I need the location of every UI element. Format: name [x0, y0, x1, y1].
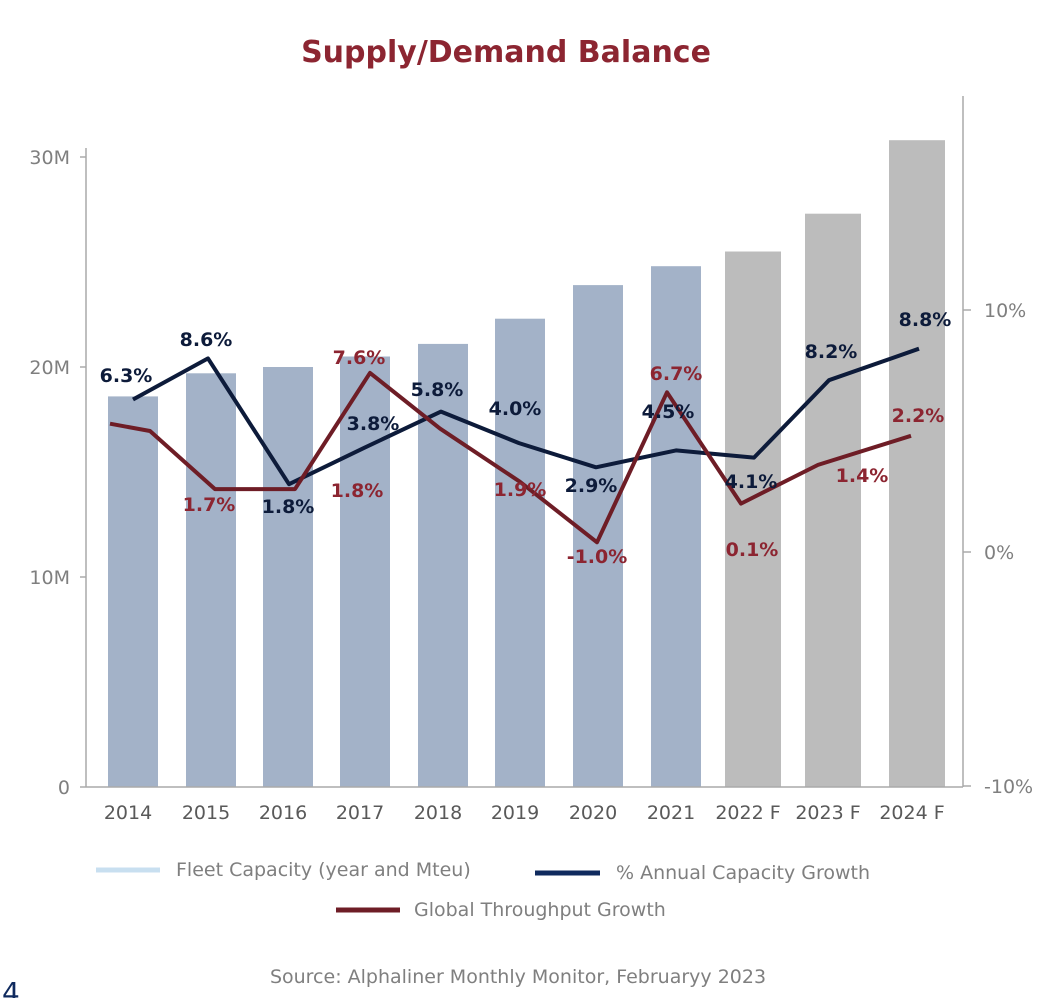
left-tick-label: 30M	[29, 147, 70, 169]
bar-2022-f	[725, 251, 781, 787]
label-capacity-growth: 6.3%	[100, 365, 153, 387]
legend-label-throughput-growth: Global Throughput Growth	[414, 899, 666, 921]
right-tick-label: -10%	[984, 776, 1033, 798]
label-capacity-growth: 5.8%	[411, 379, 464, 401]
point-labels-group: 6.3% 8.6% 1.8% 3.8% 5.8% 4.0% 2.9% 4.5% 4.1% 8.2%…	[100, 309, 952, 568]
label-throughput-growth: 1.7%	[183, 494, 236, 516]
label-capacity-growth: 3.8%	[347, 413, 400, 435]
label-capacity-growth: 4.0%	[489, 398, 542, 420]
x-tick-label: 2024 F	[879, 802, 944, 824]
bar-2021	[651, 266, 701, 787]
label-throughput-growth: 0.1%	[726, 539, 779, 561]
label-throughput-growth-extra: 7.6%	[333, 347, 386, 369]
x-tick-label: 2019	[491, 802, 539, 824]
label-capacity-growth: 8.6%	[180, 329, 233, 351]
right-axis-ticks: 10% 0% -10%	[963, 300, 1033, 798]
x-axis-ticks: 2014 2015 2016 2017 2018 2019 2020 2021 2022 F 20…	[104, 802, 945, 824]
left-axis-ticks: 30M 20M 10M 0	[29, 147, 86, 799]
label-capacity-growth: 4.1%	[725, 471, 778, 493]
label-capacity-growth: 8.8%	[899, 309, 952, 331]
x-tick-label: 2020	[569, 802, 617, 824]
x-tick-label: 2015	[182, 802, 230, 824]
line-throughput-growth	[109, 370, 912, 545]
legend-label-fleet-capacity: Fleet Capacity (year and Mteu)	[176, 859, 471, 881]
lines-group	[109, 346, 920, 545]
bar-2016	[263, 367, 313, 787]
legend-label-capacity-growth: % Annual Capacity Growth	[616, 862, 870, 884]
left-tick-label: 0	[58, 777, 70, 799]
x-tick-label: 2018	[414, 802, 462, 824]
x-tick-label: 2016	[259, 802, 307, 824]
bar-2017	[340, 356, 390, 787]
right-tick-label: 10%	[984, 300, 1026, 322]
label-capacity-growth: 2.9%	[565, 475, 618, 497]
bar-2024-f	[889, 140, 945, 787]
source-note: Source: Alphaliner Monthly Monitor, Febr…	[270, 966, 766, 988]
right-tick-label: 0%	[984, 542, 1014, 564]
bar-2015	[186, 373, 236, 787]
label-capacity-growth: 1.8%	[262, 496, 315, 518]
bar-2023-f	[805, 213, 861, 787]
bar-2019	[495, 318, 545, 787]
label-throughput-growth: -1.0%	[567, 546, 628, 568]
page-number: 4	[2, 976, 20, 998]
left-tick-label: 20M	[29, 357, 70, 379]
x-tick-label: 2022 F	[715, 802, 780, 824]
line-capacity-growth	[132, 346, 920, 487]
bars-group	[108, 140, 945, 787]
label-capacity-growth: 8.2%	[805, 341, 858, 363]
chart-title: Supply/Demand Balance	[301, 35, 711, 70]
label-throughput-growth: 1.9%	[494, 479, 547, 501]
x-tick-label: 2014	[104, 802, 152, 824]
label-throughput-growth: 2.2%	[892, 405, 945, 427]
x-tick-label: 2017	[336, 802, 384, 824]
x-tick-label: 2021	[647, 802, 695, 824]
label-throughput-growth: 1.4%	[836, 465, 889, 487]
bar-2014	[108, 396, 158, 787]
label-throughput-growth: 6.7%	[650, 363, 703, 385]
label-capacity-growth: 4.5%	[642, 401, 695, 423]
x-tick-label: 2023 F	[795, 802, 860, 824]
label-throughput-growth: 1.8%	[331, 480, 384, 502]
left-tick-label: 10M	[29, 567, 70, 589]
